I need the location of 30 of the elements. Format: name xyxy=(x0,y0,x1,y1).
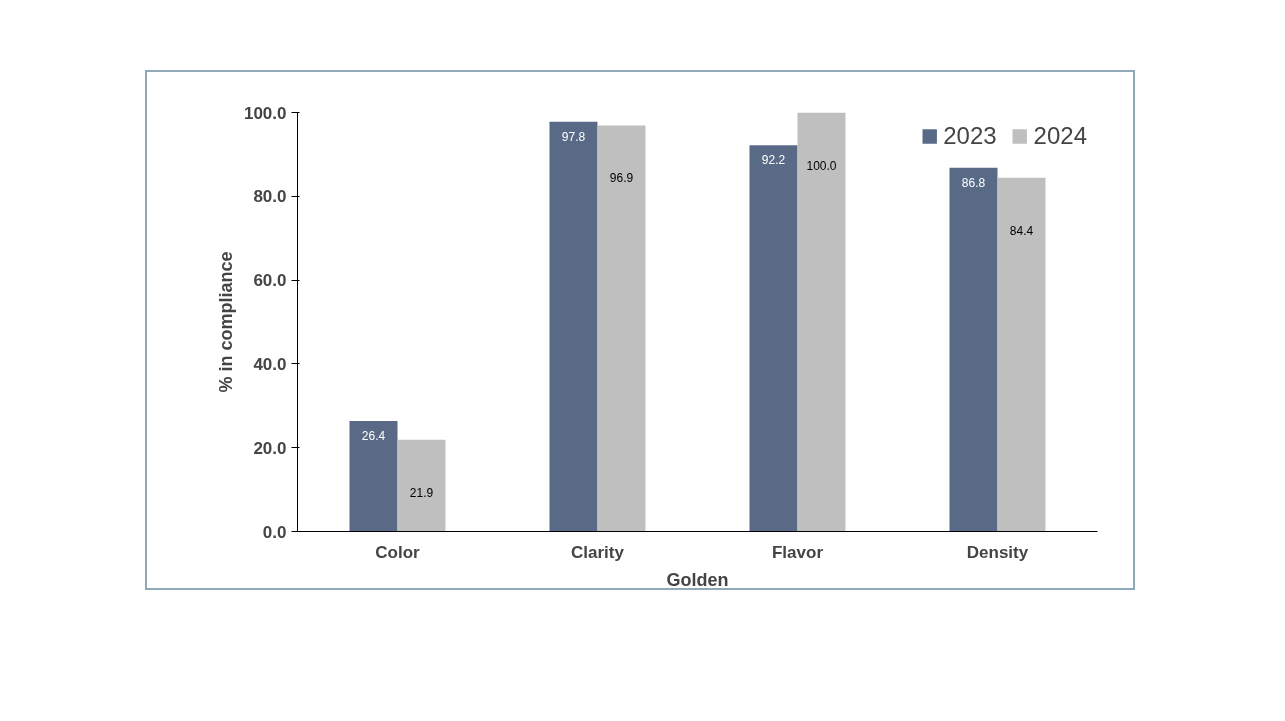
x-tick-label: Color xyxy=(375,542,421,562)
y-axis-title: % in compliance xyxy=(215,251,236,393)
y-tick-label: 80.0 xyxy=(253,187,287,207)
legend-label: 2024 xyxy=(1033,122,1087,150)
bar xyxy=(949,167,998,532)
x-tick-label: Flavor xyxy=(771,542,824,562)
data-label: 26.4 xyxy=(361,428,386,443)
data-label: 100.0 xyxy=(806,158,837,173)
bar xyxy=(797,112,846,532)
data-label: 84.4 xyxy=(1009,223,1034,238)
bar xyxy=(597,125,646,532)
bar xyxy=(997,177,1046,532)
legend-label: 2023 xyxy=(943,122,997,150)
y-tick-label: 40.0 xyxy=(253,354,287,374)
y-tick-label: 60.0 xyxy=(253,271,287,291)
y-tick-label: 100.0 xyxy=(243,103,287,123)
bar xyxy=(549,121,598,532)
x-axis-title: Golden xyxy=(666,569,729,590)
bar xyxy=(749,145,798,532)
x-tick-label: Density xyxy=(966,542,1029,562)
y-tick-label: 20.0 xyxy=(253,438,287,458)
data-label: 92.2 xyxy=(761,153,786,168)
y-tick-label: 0.0 xyxy=(262,522,287,542)
data-label: 96.9 xyxy=(609,171,634,186)
bar xyxy=(349,420,398,532)
data-label: 21.9 xyxy=(409,485,434,500)
bar xyxy=(397,439,446,532)
data-label: 97.8 xyxy=(561,129,586,144)
data-label: 86.8 xyxy=(961,175,986,190)
x-tick-label: Clarity xyxy=(571,542,625,562)
